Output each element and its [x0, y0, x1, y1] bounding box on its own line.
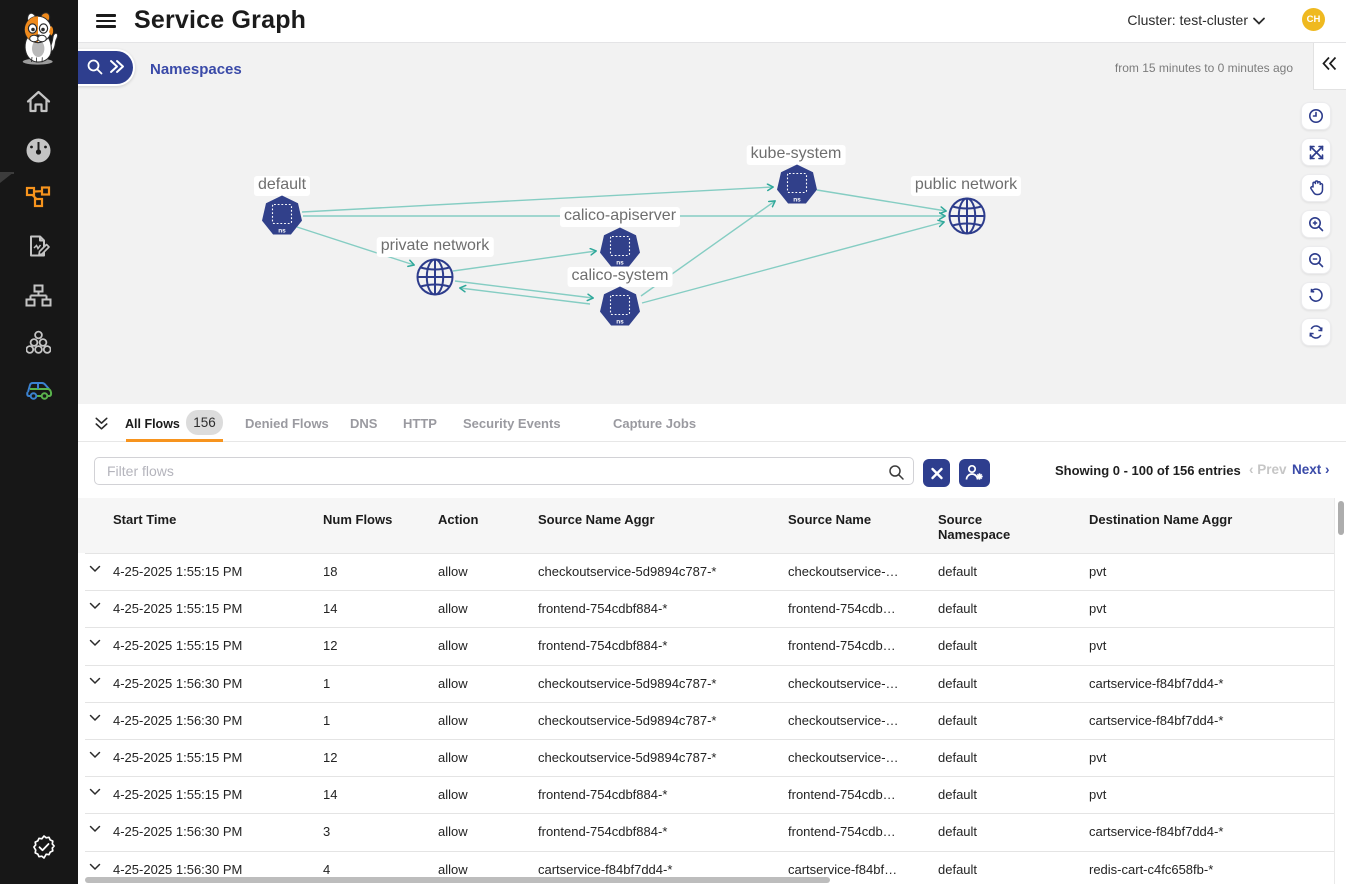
svg-text:ns: ns	[616, 319, 624, 326]
svg-text:ns: ns	[793, 197, 801, 204]
svg-text:ns: ns	[278, 228, 286, 235]
svg-text:ns: ns	[616, 260, 624, 267]
